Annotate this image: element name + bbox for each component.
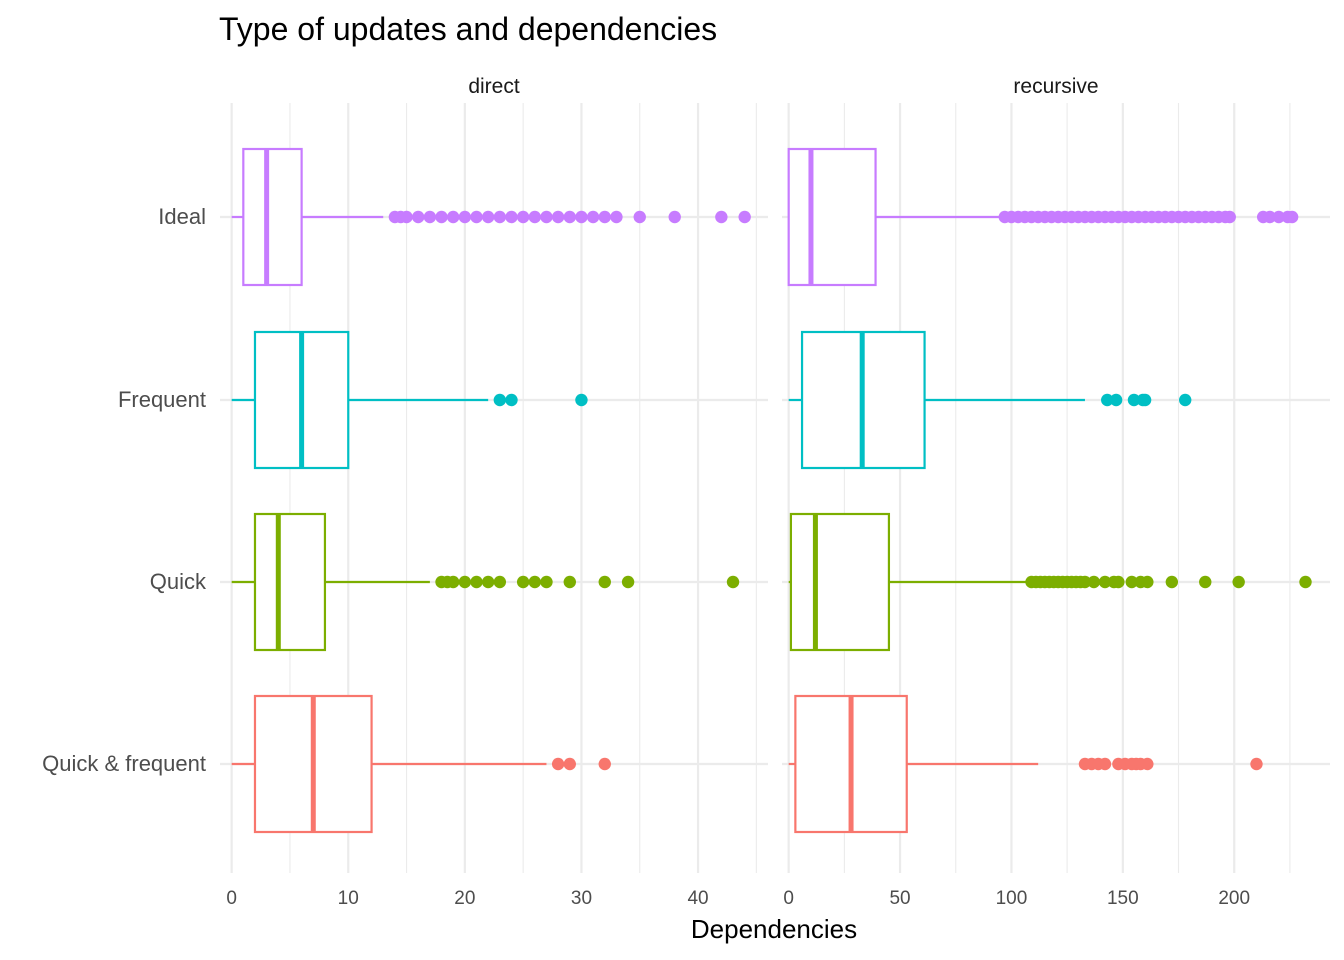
outlier-point-direct-quick <box>540 575 553 589</box>
box-direct-quick <box>253 512 327 652</box>
outlier-point-recursive-quick-frequent <box>1098 757 1112 771</box>
outlier-point-recursive-ideal <box>1223 210 1236 224</box>
y-tick-label-quick-frequent: Quick & frequent <box>42 751 206 776</box>
box-recursive-ideal <box>787 147 877 287</box>
x-tick-label-direct: 20 <box>454 888 475 909</box>
outlier-point-recursive-quick <box>1112 575 1125 589</box>
x-tick-label-direct: 0 <box>226 888 237 909</box>
outlier-point-direct-quick <box>598 575 611 589</box>
outlier-point-recursive-quick-frequent <box>1250 757 1263 771</box>
outlier-point-direct-ideal <box>610 210 623 224</box>
outlier-point-direct-quick <box>458 575 472 589</box>
outlier-point-direct-ideal <box>633 210 646 224</box>
y-tick-label-ideal: Ideal <box>158 204 206 229</box>
outlier-point-direct-ideal <box>516 210 530 224</box>
outlier-point-recursive-quick <box>1199 575 1212 589</box>
y-tick-label-quick: Quick <box>150 569 207 594</box>
outlier-point-recursive-quick-frequent <box>1141 757 1154 771</box>
outlier-point-direct-quick <box>563 575 576 589</box>
outlier-point-recursive-quick <box>1087 575 1101 589</box>
outlier-point-direct-ideal <box>493 210 507 224</box>
x-tick-label-direct: 30 <box>571 888 592 909</box>
x-axis-title: Dependencies <box>691 914 857 944</box>
box-recursive-quick <box>789 512 891 652</box>
outlier-point-direct-quick <box>621 575 635 589</box>
outlier-point-recursive-quick <box>1299 575 1312 589</box>
outlier-point-direct-quick-frequent <box>563 757 576 771</box>
outlier-point-recursive-ideal <box>1263 210 1277 224</box>
outlier-point-direct-ideal <box>481 210 495 224</box>
outlier-point-recursive-quick <box>1165 575 1179 589</box>
facet-label-direct: direct <box>468 75 520 98</box>
outlier-point-recursive-ideal <box>1272 210 1285 224</box>
outlier-point-recursive-frequent <box>1138 393 1152 407</box>
x-tick-label-recursive: 100 <box>996 888 1028 909</box>
outlier-point-direct-ideal <box>715 210 728 224</box>
outlier-point-direct-quick-frequent <box>551 757 565 771</box>
outlier-point-direct-ideal <box>458 210 472 224</box>
outlier-point-direct-quick-frequent <box>598 757 611 771</box>
outlier-point-direct-ideal <box>423 210 437 224</box>
outlier-point-direct-ideal <box>551 210 565 224</box>
outlier-point-direct-ideal <box>586 210 600 224</box>
outlier-point-recursive-quick <box>1141 575 1154 589</box>
x-tick-label-direct: 10 <box>338 888 359 909</box>
x-tick-label-recursive: 200 <box>1218 888 1250 909</box>
outlier-point-recursive-quick <box>1078 575 1092 589</box>
outlier-point-direct-frequent <box>575 393 588 407</box>
outlier-point-direct-ideal <box>540 210 553 224</box>
outlier-point-direct-ideal <box>400 210 413 224</box>
outlier-point-direct-ideal <box>470 210 483 224</box>
outlier-point-direct-frequent <box>493 393 507 407</box>
outlier-point-direct-ideal <box>505 210 518 224</box>
outlier-point-direct-ideal <box>668 210 681 224</box>
outlier-point-direct-quick <box>726 575 740 589</box>
outlier-point-direct-ideal <box>528 210 542 224</box>
outlier-point-recursive-quick <box>1125 575 1138 589</box>
outlier-point-recursive-frequent <box>1101 393 1114 407</box>
outlier-point-direct-quick <box>493 575 507 589</box>
box-direct-ideal <box>242 147 303 287</box>
outlier-point-direct-ideal <box>575 210 588 224</box>
outlier-point-recursive-quick <box>1098 575 1112 589</box>
outlier-point-recursive-frequent <box>1179 393 1192 407</box>
plot-layer: Ideal Frequent Quick Quick & frequent direct… <box>42 75 1330 909</box>
outlier-point-direct-quick <box>528 575 542 589</box>
chart-title: Type of updates and dependencies <box>219 11 717 47</box>
outlier-point-recursive-ideal <box>1285 210 1299 224</box>
outlier-point-recursive-quick <box>1232 575 1245 589</box>
y-tick-label-frequent: Frequent <box>118 387 206 412</box>
outlier-point-direct-quick <box>516 575 530 589</box>
facet-label-recursive: recursive <box>1013 75 1098 98</box>
outlier-point-direct-quick <box>481 575 495 589</box>
x-tick-label-direct: 40 <box>687 888 708 909</box>
outlier-point-direct-ideal <box>446 210 460 224</box>
outlier-point-direct-frequent <box>505 393 518 407</box>
outlier-point-direct-ideal <box>563 210 576 224</box>
outlier-point-direct-quick <box>446 575 460 589</box>
outlier-point-direct-quick <box>470 575 483 589</box>
outlier-point-direct-ideal <box>435 210 448 224</box>
x-tick-label-recursive: 150 <box>1107 888 1139 909</box>
outlier-point-direct-ideal <box>738 210 751 224</box>
outlier-point-recursive-frequent <box>1109 393 1123 407</box>
outlier-point-direct-ideal <box>598 210 611 224</box>
outlier-point-recursive-frequent <box>1127 393 1141 407</box>
x-tick-label-recursive: 50 <box>889 888 910 909</box>
outlier-point-direct-ideal <box>412 210 425 224</box>
x-tick-label-recursive: 0 <box>783 888 794 909</box>
